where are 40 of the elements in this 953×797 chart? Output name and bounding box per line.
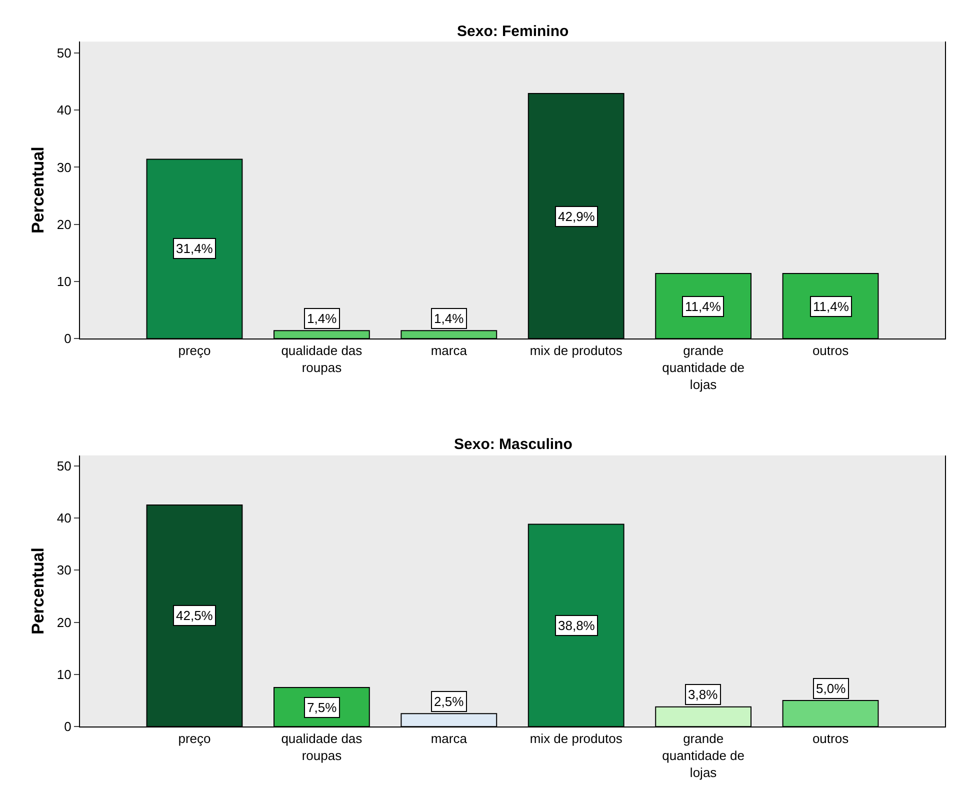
y-tick-label: 50 — [56, 46, 72, 61]
x-tick-label: qualidade das roupas — [281, 731, 363, 764]
data-label: 3,8% — [688, 687, 718, 702]
x-tick-label: grande quantidade de lojas — [662, 343, 745, 392]
x-tick-label: marca — [430, 731, 468, 746]
data-label: 38,8% — [558, 618, 596, 633]
chart-title: Sexo: Feminino — [457, 23, 569, 40]
data-label: 7,5% — [307, 700, 338, 715]
y-tick-label: 0 — [64, 719, 72, 734]
data-label: 42,5% — [176, 608, 214, 623]
x-tick-label: preço — [178, 343, 211, 358]
y-tick-label: 10 — [56, 667, 72, 682]
x-tick-label: outros — [812, 731, 850, 746]
data-label: 31,4% — [176, 241, 214, 256]
data-label: 5,0% — [816, 681, 846, 696]
y-tick-label: 30 — [56, 562, 72, 578]
y-tick-label: 30 — [56, 160, 72, 175]
x-tick-label: mix de produtos — [530, 343, 623, 358]
x-tick-label: grande quantidade de lojas — [662, 731, 745, 780]
y-tick-label: 20 — [56, 216, 72, 232]
y-tick-label: 40 — [56, 510, 72, 526]
data-label: 1,4% — [307, 311, 338, 326]
x-tick-label: marca — [430, 343, 468, 358]
data-label: 11,4% — [813, 299, 850, 314]
y-tick-label: 40 — [56, 102, 72, 118]
y-tick-label: 10 — [56, 274, 72, 290]
data-label: 42,9% — [558, 209, 596, 224]
y-tick-label: 50 — [56, 458, 72, 474]
x-tick-label: qualidade das roupas — [281, 343, 363, 376]
x-tick-label: preço — [178, 731, 211, 746]
y-tick-label: 20 — [56, 614, 72, 630]
chart-title: Sexo: Masculino — [454, 436, 572, 453]
x-tick-label: outros — [812, 343, 850, 358]
data-label: 2,5% — [434, 694, 464, 709]
y-axis-title: Percentual — [28, 146, 48, 234]
x-tick-label: mix de produtos — [530, 731, 623, 746]
y-axis-title: Percentual — [28, 548, 48, 634]
y-tick-label: 0 — [64, 331, 72, 346]
data-label: 11,4% — [685, 299, 722, 314]
data-label: 1,4% — [434, 311, 464, 326]
